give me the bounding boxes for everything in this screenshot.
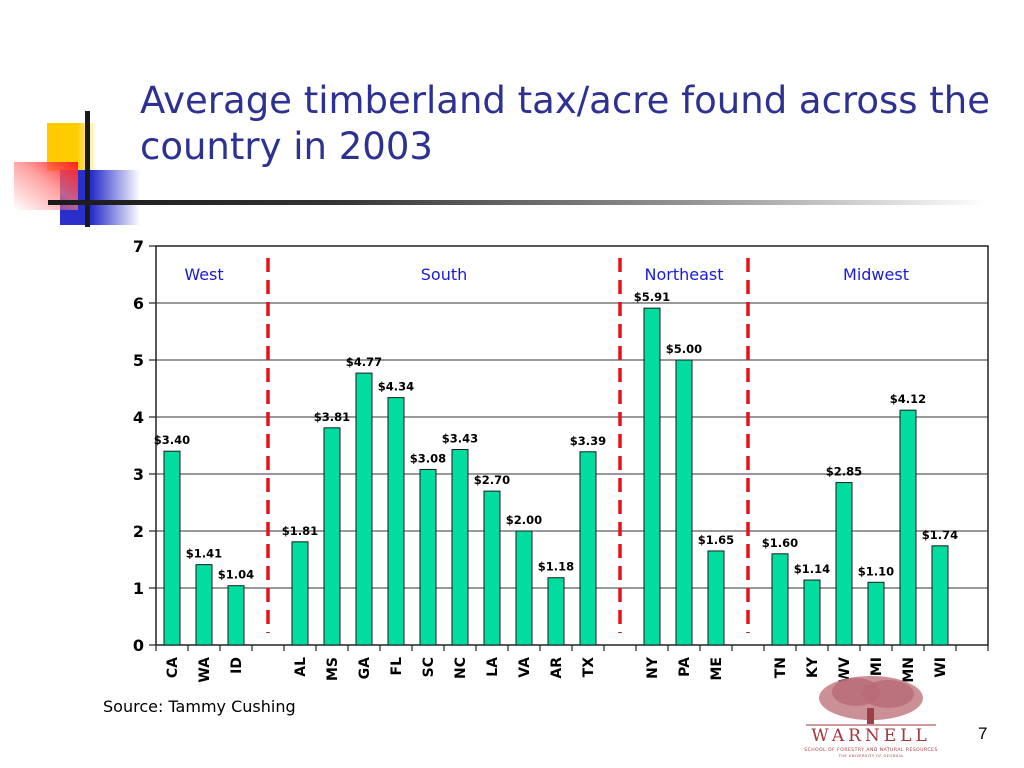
bar-ga xyxy=(355,372,373,646)
x-category-label: MI xyxy=(869,657,885,676)
x-category-label: AR xyxy=(549,657,565,679)
bar-sc xyxy=(419,468,437,646)
title-underline xyxy=(48,200,988,205)
bar-wv xyxy=(835,482,853,646)
bar-wa xyxy=(195,564,213,646)
data-label: $3.39 xyxy=(570,434,606,448)
logo-subtitle-2: THE UNIVERSITY OF GEORGIA xyxy=(838,754,904,758)
region-label-south: South xyxy=(421,265,468,284)
warnell-logo: WARNELL SCHOOL OF FORESTRY AND NATURAL R… xyxy=(796,660,946,760)
x-category-label: ME xyxy=(709,657,725,681)
bar-nc xyxy=(451,448,469,646)
bar-wi xyxy=(931,545,949,646)
x-category-label: TN xyxy=(773,657,789,678)
decor-vertical-line xyxy=(85,111,90,227)
data-label: $3.08 xyxy=(410,451,446,465)
y-tick-label: 5 xyxy=(133,351,144,370)
x-category-label: SC xyxy=(421,657,437,677)
data-label: $2.85 xyxy=(826,465,862,479)
y-tick-label: 1 xyxy=(133,579,144,598)
x-category-label: WV xyxy=(837,657,853,683)
x-category-label: WA xyxy=(197,657,213,683)
data-label: $1.41 xyxy=(186,547,222,561)
page-number: 7 xyxy=(978,724,988,743)
bar-ny xyxy=(643,307,661,646)
bar-la xyxy=(483,490,501,646)
data-label: $4.34 xyxy=(378,380,414,394)
y-tick-label: 6 xyxy=(133,294,144,313)
tree-icon xyxy=(806,676,936,726)
data-label: $3.81 xyxy=(314,410,350,424)
x-category-label: KY xyxy=(805,656,821,678)
x-category-label: TX xyxy=(581,657,597,678)
bar-mn xyxy=(899,409,917,646)
slide-title: Average timberland tax/acre found across… xyxy=(140,79,991,168)
data-label: $5.91 xyxy=(634,290,670,304)
x-category-label: LA xyxy=(485,657,501,677)
bar-ar xyxy=(547,577,565,646)
bar-tx xyxy=(579,451,597,646)
bar-ms xyxy=(323,427,341,646)
bar-tn xyxy=(771,553,789,646)
bar-ky xyxy=(803,579,821,646)
data-label: $1.04 xyxy=(218,568,254,582)
bar-fl xyxy=(387,397,405,646)
data-label: $2.00 xyxy=(506,513,542,527)
region-label-west: West xyxy=(184,265,223,284)
x-category-label: AL xyxy=(293,657,309,677)
bar-ca xyxy=(163,450,181,646)
data-label: $1.10 xyxy=(858,564,894,578)
bar-id xyxy=(227,585,245,646)
data-label: $2.70 xyxy=(474,473,510,487)
region-label-midwest: Midwest xyxy=(843,265,909,284)
bar-pa xyxy=(675,359,693,646)
x-category-label: ID xyxy=(229,657,245,674)
data-label: $1.81 xyxy=(282,524,318,538)
data-label: $3.40 xyxy=(154,433,190,447)
data-label: $4.77 xyxy=(346,355,382,369)
y-tick-label: 7 xyxy=(133,237,144,256)
bar-mi xyxy=(867,581,885,646)
data-label: $5.00 xyxy=(666,342,702,356)
data-label: $1.14 xyxy=(794,562,830,576)
bar-me xyxy=(707,550,725,646)
y-tick-label: 3 xyxy=(133,465,144,484)
y-tick-label: 2 xyxy=(133,522,144,541)
x-category-label: FL xyxy=(389,657,405,676)
x-category-label: MN xyxy=(901,657,917,683)
x-category-label: NC xyxy=(453,657,469,679)
x-category-label: MS xyxy=(325,657,341,681)
bar-va xyxy=(515,530,533,646)
x-category-label: PA xyxy=(677,657,693,677)
x-category-label: NY xyxy=(645,656,661,679)
data-label: $1.18 xyxy=(538,560,574,574)
data-label: $4.12 xyxy=(890,392,926,406)
logo-subtitle: SCHOOL OF FORESTRY AND NATURAL RESOURCES xyxy=(804,748,938,753)
x-category-label: WI xyxy=(933,657,949,678)
y-tick-label: 0 xyxy=(133,636,144,655)
x-category-label: GA xyxy=(357,657,373,679)
bar-al xyxy=(291,541,309,646)
data-label: $1.60 xyxy=(762,536,798,550)
source-caption: Source: Tammy Cushing xyxy=(103,697,296,716)
data-label: $1.74 xyxy=(922,528,958,542)
y-tick-label: 4 xyxy=(133,408,144,427)
x-category-label: VA xyxy=(517,657,533,678)
data-label: $3.43 xyxy=(442,431,478,445)
logo-wordmark: WARNELL xyxy=(811,726,931,746)
region-label-northeast: Northeast xyxy=(644,265,723,284)
data-label: $1.65 xyxy=(698,533,734,547)
x-category-label: CA xyxy=(165,657,181,678)
